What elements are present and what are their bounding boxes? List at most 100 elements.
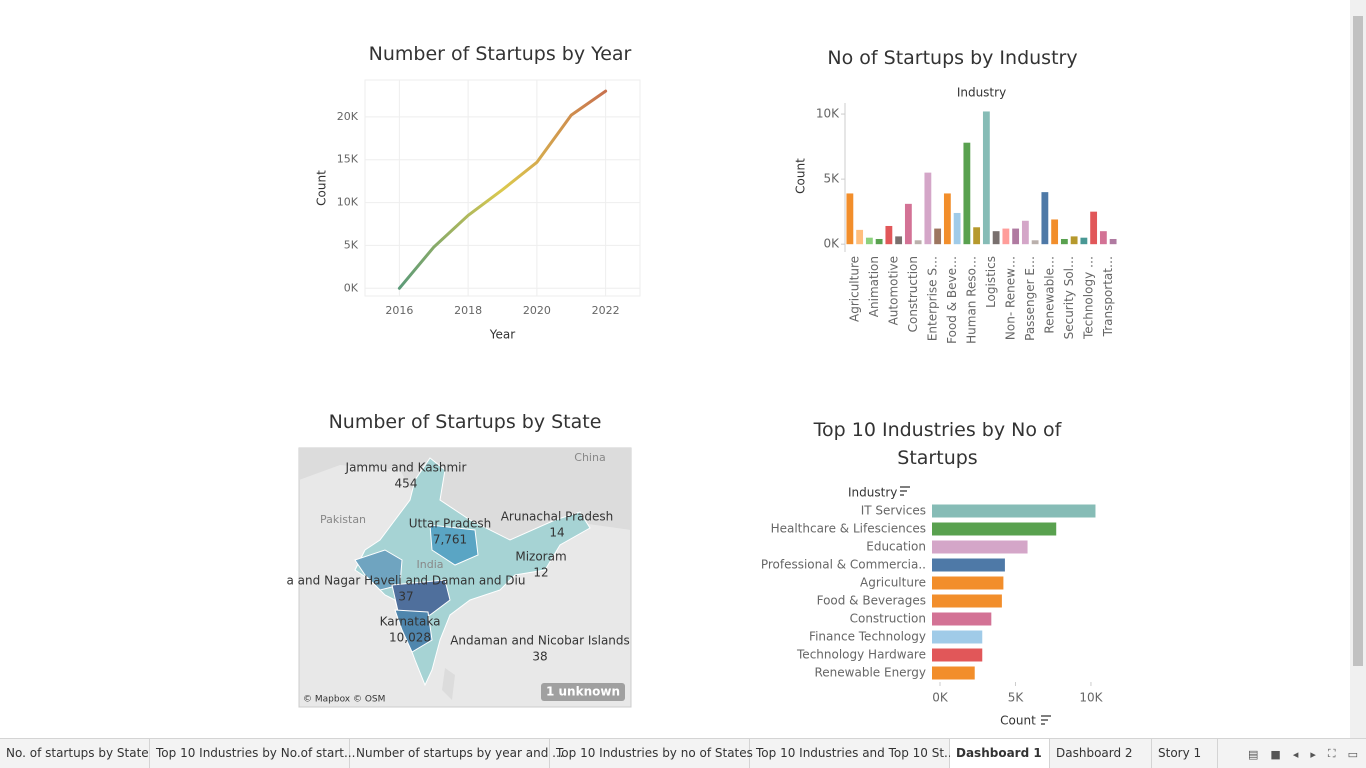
- x-tick-label: 2022: [592, 304, 620, 317]
- y-axis-title: Industry: [848, 486, 897, 500]
- sheet-tab[interactable]: Top 10 Industries by no of States: [550, 739, 753, 768]
- region-name: Andaman and Nicobar Islands: [450, 634, 630, 648]
- sheet-tab[interactable]: Dashboard 1: [950, 739, 1050, 768]
- x-tick-label: Human Reso…: [964, 256, 978, 344]
- region-value: 37: [398, 590, 413, 604]
- bar: [895, 236, 903, 245]
- plot-area: [364, 79, 641, 297]
- x-tick-label: Technology …: [1081, 256, 1095, 340]
- x-tick-label: Transportat…: [1101, 256, 1115, 337]
- control-icon[interactable]: ⛶: [1327, 747, 1336, 760]
- bar: [1090, 211, 1098, 245]
- sheet-tab[interactable]: Number of startups by year and ...: [350, 739, 564, 768]
- bar: [953, 212, 961, 245]
- control-icon[interactable]: ◂: [1292, 747, 1299, 761]
- x-tick-label: Passenger E…: [1023, 256, 1037, 341]
- bar: [932, 648, 983, 662]
- y-tick-label: Renewable Energy: [815, 666, 927, 680]
- unknown-badge: [541, 683, 625, 701]
- sort-icon: [1041, 715, 1051, 725]
- x-tick-label: Non- Renew…: [1003, 256, 1017, 340]
- sheet-tab[interactable]: Top 10 Industries and Top 10 St...: [750, 739, 956, 768]
- region-value: 7,761: [433, 533, 467, 547]
- bar: [856, 229, 864, 245]
- bar: [992, 231, 1000, 245]
- bar: [932, 630, 983, 644]
- attribution: © Mapbox © OSM: [303, 695, 385, 705]
- y-tick-label: Professional & Commercia..: [761, 558, 926, 572]
- bar: [932, 522, 1057, 536]
- bar: [1099, 231, 1107, 245]
- y-tick-label: Healthcare & Lifesciences: [771, 522, 926, 536]
- bar: [904, 203, 912, 245]
- y-tick-label: Technology Hardware: [796, 648, 926, 662]
- bar: [932, 594, 1002, 608]
- bar: [973, 227, 981, 245]
- bar: [932, 576, 1004, 590]
- chart-title: Number of Startups by State: [328, 411, 602, 433]
- x-axis-title: Industry: [957, 86, 1006, 100]
- y-tick-label: Agriculture: [860, 576, 926, 590]
- scrollbar[interactable]: [1350, 0, 1366, 738]
- bar: [963, 142, 971, 245]
- y-axis-title: Count: [794, 158, 808, 194]
- y-tick-label: 0K: [344, 281, 359, 294]
- y-tick-label: 10K: [816, 107, 840, 121]
- y-tick-label: Education: [866, 540, 926, 554]
- region-name: Arunachal Pradesh: [501, 510, 614, 524]
- charts: 0K 5K 10K 15K 20K 2016 2018 2020 2022 Year Count 0K…: [287, 79, 1117, 728]
- bar: [982, 111, 990, 245]
- region-value: 454: [395, 477, 418, 491]
- bar: [914, 240, 922, 245]
- sri-lanka: [442, 668, 455, 700]
- control-icon[interactable]: ■: [1270, 747, 1281, 761]
- region-name: Karnataka: [380, 615, 441, 629]
- x-tick-label: Construction: [906, 256, 920, 332]
- bar: [865, 237, 873, 245]
- control-icon[interactable]: ▤: [1248, 747, 1259, 761]
- sheet-tab[interactable]: Dashboard 2: [1050, 739, 1152, 768]
- bar: [932, 558, 1005, 572]
- sort-icon: [900, 486, 910, 496]
- x-tick-label: 2016: [385, 304, 413, 317]
- y-tick-label: 10K: [337, 196, 359, 209]
- bar: [875, 238, 883, 245]
- control-icon[interactable]: ▸: [1310, 747, 1316, 761]
- x-tick-label: Renewable…: [1042, 256, 1056, 334]
- bar: [1070, 236, 1078, 245]
- bar: [1080, 237, 1088, 245]
- map: China Pakistan India Jammu and Kashmir 454 Ut…: [287, 447, 632, 708]
- scroll-thumb[interactable]: [1353, 16, 1363, 666]
- bar: [934, 228, 942, 245]
- control-icon[interactable]: ▭: [1347, 747, 1358, 761]
- region-value: 12: [533, 566, 548, 580]
- chart-title: No of Startups by Industry: [827, 47, 1078, 69]
- y-tick-label: 5K: [344, 238, 359, 251]
- bar: [1002, 228, 1010, 245]
- x-tick-label: Agriculture: [847, 256, 861, 322]
- x-axis-title: Year: [489, 328, 515, 342]
- region-name: Mizoram: [515, 550, 566, 564]
- sheet-tab[interactable]: Story 1: [1152, 739, 1218, 768]
- y-tick-label: Construction: [850, 612, 926, 626]
- bar: [1012, 228, 1020, 245]
- bar: [932, 504, 1096, 518]
- y-tick-label: 20K: [337, 110, 359, 123]
- unknown-label: 1 unknown: [546, 685, 620, 699]
- bar: [1021, 220, 1029, 245]
- state-up: [429, 524, 479, 566]
- x-tick-label: Animation: [867, 256, 881, 317]
- y-tick-label: IT Services: [861, 504, 926, 518]
- bar: [1031, 240, 1039, 245]
- x-tick-label: Automotive: [886, 256, 900, 325]
- bar: [924, 172, 932, 245]
- x-tick-label: 10K: [1079, 691, 1103, 705]
- tab-controls[interactable]: ▤ ■ ◂ ▸ ⛶ ▭: [1218, 739, 1366, 768]
- x-tick-label: 0K: [932, 691, 949, 705]
- y-axis-title: Count: [315, 170, 329, 206]
- region-value: 38: [532, 650, 547, 664]
- sheet-tab[interactable]: No. of startups by State: [0, 739, 150, 768]
- sheet-tabs: No. of startups by State Top 10 Industrie…: [0, 738, 1366, 768]
- sheet-tab[interactable]: Top 10 Industries by No.of start...: [150, 739, 355, 768]
- bar: [932, 666, 975, 680]
